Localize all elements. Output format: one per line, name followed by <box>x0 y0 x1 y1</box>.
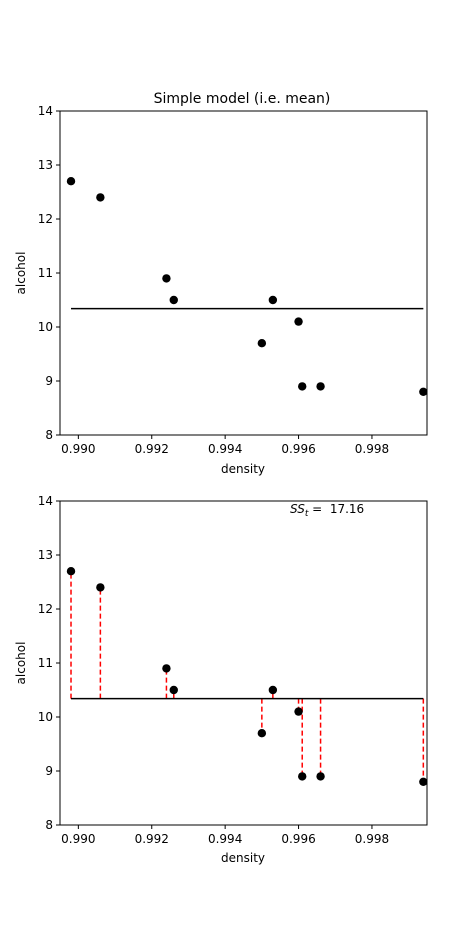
x-tick-label: 0.996 <box>281 442 315 456</box>
x-axis-ticks: 0.990 0.992 0.994 0.996 0.998 <box>61 825 389 846</box>
data-point <box>257 729 267 738</box>
data-point <box>294 317 303 326</box>
data-point <box>66 177 76 186</box>
data-point <box>96 193 105 202</box>
y-axis-ticks: 8 9 10 11 12 13 14 <box>38 104 60 442</box>
data-point <box>257 339 267 348</box>
y-tick-label: 8 <box>45 818 53 832</box>
y-tick-label: 8 <box>45 428 53 442</box>
data-point <box>298 382 307 391</box>
plot-frame <box>59 500 428 826</box>
y-tick-label: 13 <box>38 158 53 172</box>
ss-annotation-main: SS <box>290 502 305 516</box>
x-tick-label: 0.992 <box>135 442 169 456</box>
data-point <box>169 685 178 695</box>
chart-marks <box>66 567 428 786</box>
x-axis-label: density <box>221 851 265 865</box>
y-tick-label: 11 <box>38 656 53 670</box>
y-tick-label: 9 <box>45 764 53 778</box>
y-tick-label: 11 <box>38 266 53 280</box>
x-axis-label: density <box>221 462 265 476</box>
x-tick-label: 0.990 <box>61 832 95 846</box>
data-point <box>419 777 428 786</box>
chart-residuals: 0.990 0.992 0.994 0.996 0.998 8 9 10 11 12 13 14 S… <box>14 494 428 865</box>
y-axis-label: alcohol <box>14 642 28 685</box>
y-tick-label: 14 <box>38 494 53 508</box>
x-tick-label: 0.996 <box>281 832 315 846</box>
y-axis-ticks: 8 9 10 11 12 13 14 <box>38 494 60 832</box>
data-point <box>268 685 278 695</box>
y-tick-label: 14 <box>38 104 53 118</box>
y-tick-label: 12 <box>38 212 53 226</box>
data-point <box>294 707 303 716</box>
x-tick-label: 0.994 <box>208 832 242 846</box>
data-point <box>169 295 178 305</box>
x-tick-label: 0.992 <box>135 832 169 846</box>
plot-frame <box>59 110 428 436</box>
data-point <box>268 295 278 305</box>
x-tick-label: 0.990 <box>61 442 95 456</box>
y-tick-label: 13 <box>38 548 53 562</box>
ss-annotation: SSt = 17.16 <box>290 502 364 519</box>
data-point <box>96 583 105 592</box>
data-point <box>66 567 76 576</box>
y-tick-label: 9 <box>45 374 53 388</box>
ss-annotation-value: = 17.16 <box>308 502 364 516</box>
data-point <box>316 772 325 781</box>
chart-title: Simple model (i.e. mean) <box>154 91 331 107</box>
chart-simple-model: Simple model (i.e. mean) 0.990 0.992 0.994… <box>14 91 428 476</box>
data-point <box>162 274 171 283</box>
y-tick-label: 10 <box>38 710 53 724</box>
x-tick-label: 0.998 <box>355 832 389 846</box>
y-axis-label: alcohol <box>14 252 28 295</box>
x-tick-label: 0.994 <box>208 442 242 456</box>
y-tick-label: 10 <box>38 320 53 334</box>
chart-marks <box>66 177 428 396</box>
data-point <box>162 664 171 673</box>
data-point <box>419 387 428 396</box>
ss-annotation-sub: t <box>305 509 309 519</box>
y-tick-label: 12 <box>38 602 53 616</box>
x-tick-label: 0.998 <box>355 442 389 456</box>
data-point <box>316 382 325 391</box>
x-axis-ticks: 0.990 0.992 0.994 0.996 0.998 <box>61 435 389 456</box>
data-point <box>298 772 307 781</box>
